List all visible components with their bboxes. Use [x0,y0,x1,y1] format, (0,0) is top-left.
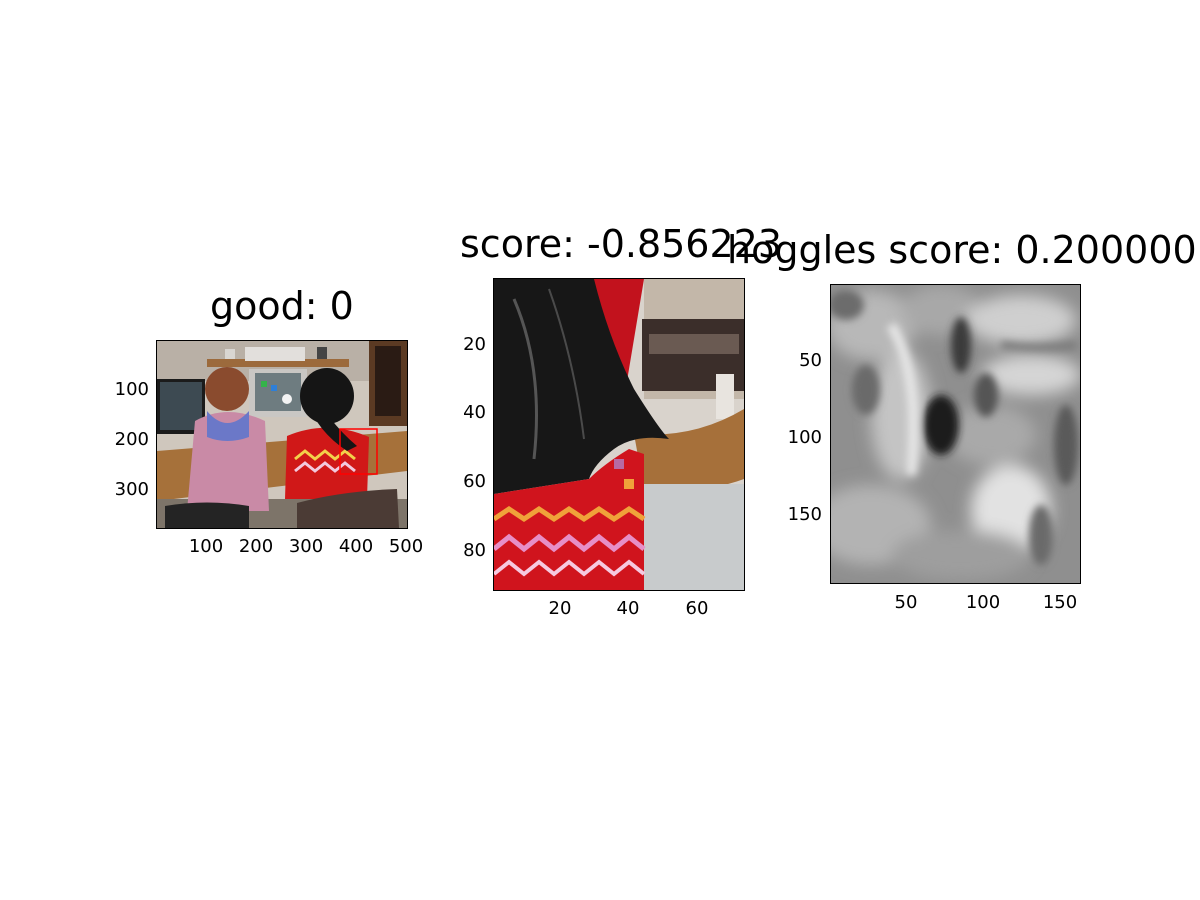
panel-3-ytick: 100 [787,427,822,448]
panel-1-axes [156,340,408,529]
panel-2-xtick: 20 [548,598,572,619]
panel-1-ytick: 300 [114,479,149,500]
panel-1-xtick: 500 [388,536,424,557]
panel-1-xtick: 200 [238,536,274,557]
panel-3-xtick: 50 [894,592,918,613]
panel-3-ytick: 50 [799,350,822,371]
panel-2-ytick: 20 [463,334,486,355]
panel-2-title: score: -0.856223 [460,222,783,266]
panel-2-ytick: 60 [463,471,486,492]
panel-2-patch [494,279,744,590]
panel-1-ytick: 200 [114,429,149,450]
detection-box [339,428,378,475]
panel-2-ytick: 80 [463,540,486,561]
panel-1-ytick: 100 [114,379,149,400]
panel-3-xtick: 150 [1042,592,1078,613]
panel-1-xtick: 100 [188,536,224,557]
panel-1-xtick: 300 [288,536,324,557]
panel-2-xtick: 60 [685,598,709,619]
panel-3-axes [830,284,1081,584]
panel-1-title: good: 0 [210,284,354,328]
panel-3-hoggles-image [831,285,1080,583]
panel-1-photo [157,341,407,528]
panel-3-xtick: 100 [965,592,1001,613]
panel-2-ytick: 40 [463,402,486,423]
panel-3-title: hoggles score: 0.200000 [727,228,1197,272]
panel-1-xtick: 400 [338,536,374,557]
panel-2-xtick: 40 [616,598,640,619]
panel-3-ytick: 150 [787,504,822,525]
panel-2-axes [493,278,745,591]
